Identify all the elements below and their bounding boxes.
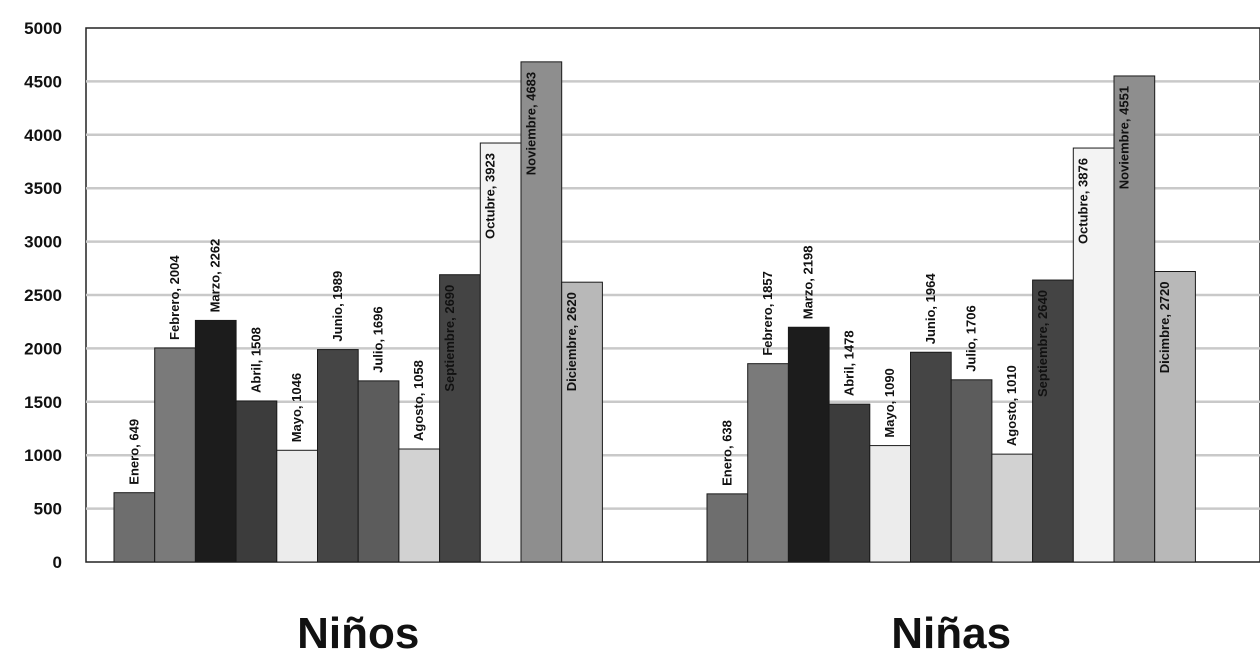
- data-label: Enero, 649: [126, 419, 141, 485]
- data-label: Abril, 1508: [248, 327, 263, 393]
- data-label: Junio, 1964: [923, 273, 938, 345]
- y-axis-ticks: 0 500 1000 1500 2000 2500 3000 3500 4000 4500 5000: [24, 19, 62, 572]
- data-label: Enero, 638: [719, 420, 734, 486]
- data-label: Abril, 1478: [841, 330, 856, 396]
- data-label: Septiembre, 2690: [442, 285, 457, 392]
- y-tick-label: 2500: [24, 286, 62, 305]
- bar-enero: [113, 492, 156, 563]
- bar-julio: [950, 379, 993, 563]
- bar-agosto: [398, 448, 441, 563]
- y-tick-label: 0: [53, 553, 62, 572]
- bar-abril: [235, 400, 278, 563]
- data-label: Julio, 1706: [964, 305, 979, 371]
- bar-julio: [357, 380, 400, 563]
- bar-septiembre: [439, 274, 481, 563]
- category-label: Niñas: [891, 609, 1011, 655]
- data-label: Mayo, 1090: [882, 368, 897, 437]
- y-tick-label: 4000: [24, 126, 62, 145]
- bar-mayo: [276, 449, 318, 563]
- bar-junio: [317, 349, 359, 563]
- y-tick-label: 500: [34, 500, 62, 519]
- y-tick-label: 1000: [24, 446, 62, 465]
- data-label: Octubre, 3923: [483, 153, 498, 239]
- bar-junio: [910, 351, 952, 563]
- bar-agosto: [991, 453, 1034, 563]
- bar-febrero: [747, 363, 789, 563]
- category-labels: Niños Niñas: [297, 609, 1011, 655]
- bar-febrero: [154, 347, 196, 563]
- data-label: Dicimbre, 2720: [1157, 282, 1172, 374]
- bar-diciembre: [1154, 271, 1196, 563]
- bar-noviembre: [520, 61, 563, 563]
- bar-diciembre: [561, 281, 603, 563]
- data-label: Febrero, 1857: [760, 271, 775, 356]
- data-label: Noviembre, 4683: [523, 72, 538, 175]
- data-label: Mayo, 1046: [289, 373, 304, 442]
- y-tick-label: 5000: [24, 19, 62, 38]
- y-tick-label: 3000: [24, 233, 62, 252]
- bar-enero: [706, 493, 749, 563]
- bar-octubre: [1072, 147, 1115, 563]
- bar-octubre: [479, 142, 522, 563]
- data-label: Noviembre, 4551: [1116, 86, 1131, 189]
- data-label: Junio, 1989: [330, 271, 345, 342]
- data-labels: Enero, 649 Febrero, 2004 Marzo, 2262 Abril,…: [126, 72, 1172, 486]
- data-label: Septiembre, 2640: [1035, 290, 1050, 397]
- bar-marzo: [787, 326, 830, 563]
- bar-mayo: [869, 445, 911, 563]
- category-label: Niños: [297, 609, 419, 655]
- y-tick-label: 3500: [24, 179, 62, 198]
- bars: [113, 61, 1196, 563]
- bar-marzo: [194, 319, 237, 563]
- data-label: Julio, 1696: [371, 306, 386, 372]
- data-label: Marzo, 2262: [208, 239, 223, 313]
- data-label: Octubre, 3876: [1076, 158, 1091, 244]
- data-label: Agosto, 1058: [411, 360, 426, 441]
- data-label: Diciembre, 2620: [564, 292, 579, 391]
- y-tick-label: 1500: [24, 393, 62, 412]
- y-tick-label: 4500: [24, 72, 62, 91]
- data-label: Febrero, 2004: [167, 255, 182, 340]
- y-tick-label: 2000: [24, 339, 62, 358]
- bar-abril: [828, 403, 871, 563]
- data-label: Agosto, 1010: [1004, 365, 1019, 446]
- data-label: Marzo, 2198: [801, 246, 816, 320]
